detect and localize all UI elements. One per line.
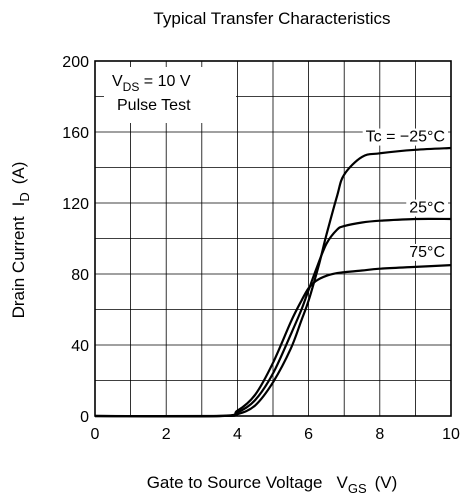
y-axis-subscript: D bbox=[17, 192, 32, 201]
x-axis-subscript: GS bbox=[348, 481, 367, 496]
vds-subscript: DS bbox=[123, 80, 140, 94]
label-backgrounds bbox=[362, 128, 448, 261]
vds-symbol: V bbox=[112, 73, 123, 90]
x-tick-label: 4 bbox=[233, 426, 242, 443]
x-tick-label: 10 bbox=[442, 426, 460, 443]
series-label-2: 75°C bbox=[409, 244, 445, 261]
series-label-bg-2 bbox=[406, 243, 448, 261]
series-label-bg-1 bbox=[406, 199, 448, 217]
x-axis-label: Gate to Source Voltage VGS (V) bbox=[147, 473, 398, 496]
curves bbox=[94, 146, 452, 418]
series-labels: Tc = −25°C 25°C 75°C bbox=[366, 129, 445, 261]
conditions-box: VDS = 10 V Pulse Test bbox=[104, 67, 236, 123]
vds-condition: VDS = 10 V bbox=[112, 73, 191, 94]
pulse-test-label: Pulse Test bbox=[117, 97, 191, 114]
y-tick-label: 200 bbox=[62, 54, 89, 71]
x-tick-label: 8 bbox=[375, 426, 384, 443]
x-axis-title: Gate to Source Voltage bbox=[147, 473, 323, 492]
series-label-bg-0 bbox=[362, 128, 448, 146]
conditions-box-bg bbox=[104, 67, 236, 123]
vds-value: = 10 V bbox=[139, 73, 190, 90]
series-label-0: Tc = −25°C bbox=[366, 129, 445, 146]
series-line-0 bbox=[94, 146, 452, 418]
y-tick-label: 0 bbox=[80, 409, 89, 426]
x-axis-unit: (V) bbox=[375, 473, 398, 492]
y-axis-label: Drain Current ID (A) bbox=[9, 162, 32, 319]
y-axis-symbol: I bbox=[9, 202, 28, 207]
chart-title: Typical Transfer Characteristics bbox=[153, 9, 390, 28]
series-label-1: 25°C bbox=[409, 200, 445, 217]
y-tick-label: 160 bbox=[62, 125, 89, 142]
x-axis-symbol: V bbox=[336, 473, 348, 492]
grid bbox=[95, 61, 451, 416]
plot-frame bbox=[94, 60, 452, 417]
y-axis-title: Drain Current bbox=[9, 216, 28, 318]
x-tick-label: 6 bbox=[304, 426, 313, 443]
y-tick-label: 40 bbox=[71, 338, 89, 355]
x-tick-label: 2 bbox=[162, 426, 171, 443]
x-tick-label: 0 bbox=[91, 426, 100, 443]
y-axis-unit: (A) bbox=[9, 162, 28, 185]
series-line-2 bbox=[94, 264, 452, 418]
y-tick-labels: 0 40 80 120 160 200 bbox=[62, 54, 89, 426]
x-tick-labels: 0 2 4 6 8 10 bbox=[91, 426, 460, 443]
y-tick-label: 120 bbox=[62, 196, 89, 213]
y-tick-label: 80 bbox=[71, 267, 89, 284]
